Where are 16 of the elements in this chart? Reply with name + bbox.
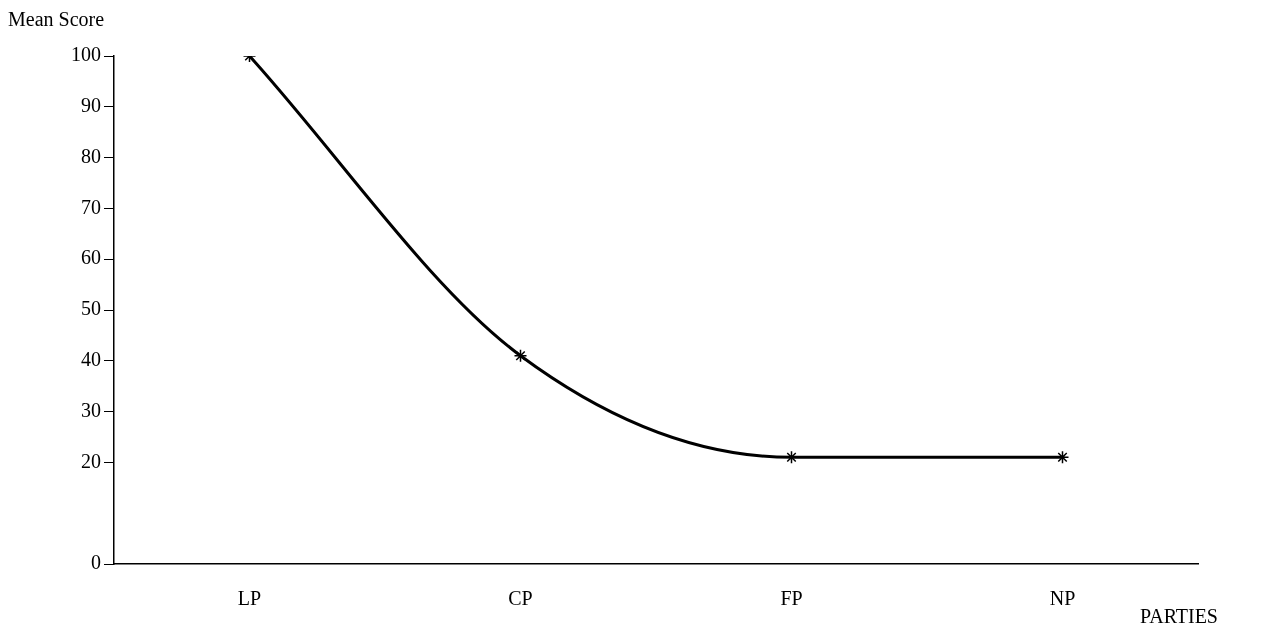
x-tick-label: NP	[1049, 587, 1076, 610]
y-tick-label: 0	[91, 551, 101, 574]
y-tick-label: 40	[81, 348, 101, 371]
y-tick-label: 30	[81, 398, 101, 421]
y-tick-label: 20	[81, 449, 101, 472]
y-tick-label: 90	[81, 94, 101, 117]
x-tick-label: FP	[780, 587, 803, 610]
y-axis-title: Mean Score	[8, 8, 105, 31]
y-tick-label: 100	[71, 43, 101, 66]
y-tick-label: 50	[81, 297, 101, 320]
x-tick-label: LP	[237, 587, 262, 610]
y-tick-label: 80	[81, 144, 101, 167]
x-tick-label: CP	[508, 587, 533, 610]
y-tick-label: 60	[81, 246, 101, 269]
y-tick-label: 70	[81, 195, 101, 218]
x-axis-title: PARTIES	[1139, 605, 1218, 628]
